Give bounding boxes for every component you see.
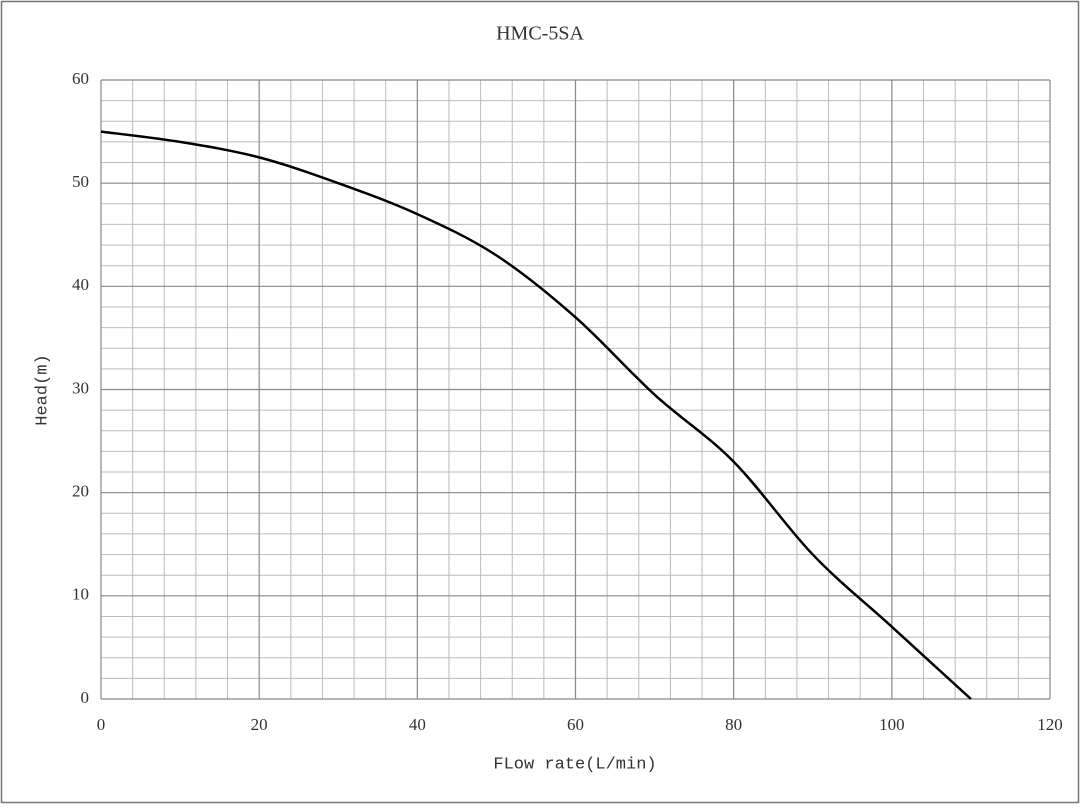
x-tick-label: 60 xyxy=(567,715,584,734)
y-tick-label: 20 xyxy=(72,482,89,501)
y-tick-label: 10 xyxy=(72,585,89,604)
x-tick-label: 40 xyxy=(409,715,426,734)
x-tick-label: 20 xyxy=(251,715,268,734)
y-tick-label: 40 xyxy=(72,275,89,294)
x-tick-label: 0 xyxy=(97,715,106,734)
x-tick-label: 100 xyxy=(879,715,905,734)
y-tick-label: 0 xyxy=(81,688,90,707)
y-tick-label: 60 xyxy=(72,69,89,88)
y-axis-label: Head(m) xyxy=(33,354,52,425)
curve xyxy=(100,130,972,700)
x-tick-label: 80 xyxy=(725,715,742,734)
grid xyxy=(100,79,1051,700)
x-axis-label: FLow rate(L/min) xyxy=(493,755,656,774)
plot xyxy=(100,130,972,700)
y-tick-label: 30 xyxy=(72,378,89,397)
y-tick-label: 50 xyxy=(72,172,89,191)
chart-title: HMC-5SA xyxy=(496,23,584,45)
x-tick-label: 120 xyxy=(1037,715,1063,734)
